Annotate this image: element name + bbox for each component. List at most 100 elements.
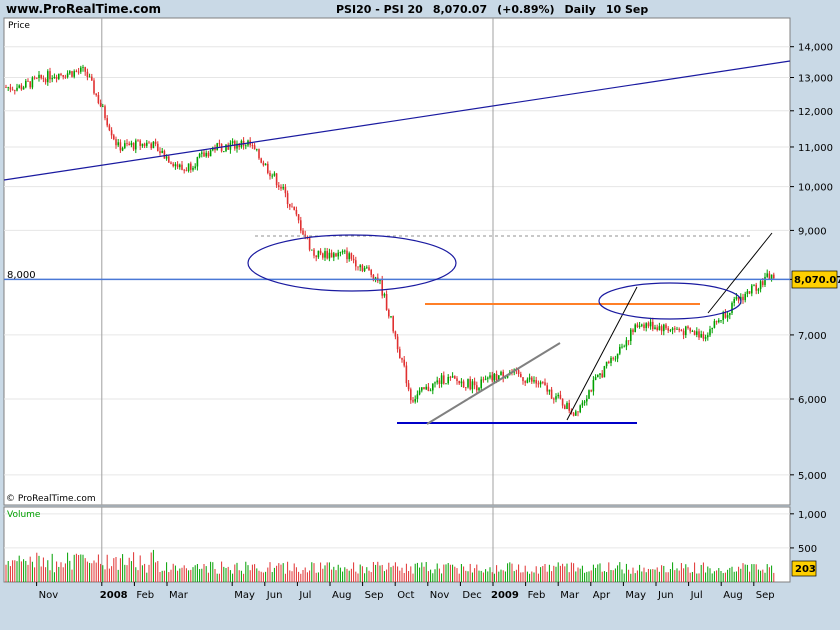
candle-body <box>80 67 82 72</box>
candle-body <box>357 266 359 268</box>
candle-body <box>590 390 592 392</box>
candle-body <box>36 77 38 79</box>
candle-body <box>504 377 507 379</box>
candle-body <box>581 402 584 406</box>
candle-body <box>762 281 764 285</box>
candle-body <box>597 375 599 378</box>
candle-body <box>480 379 482 389</box>
candle-body <box>313 249 315 256</box>
candle-body <box>159 151 161 154</box>
candle-body <box>231 141 234 144</box>
candle-body <box>484 378 487 380</box>
candle-body <box>410 389 412 401</box>
candle-body <box>9 87 12 90</box>
candle-body <box>326 251 328 259</box>
candle-body <box>185 170 188 172</box>
time-tick-label: Nov <box>430 590 450 601</box>
candle-body <box>163 150 166 159</box>
candle-body <box>766 273 768 277</box>
candle-body <box>282 187 284 189</box>
candle-body <box>361 265 364 271</box>
candle-body <box>130 142 133 146</box>
candle-body <box>225 144 227 152</box>
candle-body <box>674 328 676 330</box>
candle-body <box>722 312 724 321</box>
candle-body <box>627 340 630 342</box>
candle-body <box>546 385 548 392</box>
candle-body <box>139 140 141 146</box>
candle-body <box>322 253 324 258</box>
candle-body <box>577 411 579 413</box>
candle-body <box>702 334 705 339</box>
candle-body <box>58 73 60 79</box>
candle-body <box>482 379 485 381</box>
candle-body <box>75 71 78 72</box>
price-tick-label: 9,000 <box>798 226 827 237</box>
candle-body <box>583 401 586 403</box>
candle-body <box>440 375 443 384</box>
candle-body <box>759 281 762 290</box>
trend-arrow-line <box>707 232 773 314</box>
candle-body <box>656 327 658 330</box>
candle-body <box>209 150 212 157</box>
candle-body <box>707 335 709 338</box>
candle-body <box>121 147 124 151</box>
candle-body <box>152 141 155 149</box>
candle-body <box>264 163 267 166</box>
candle-body <box>700 334 702 338</box>
candle-body <box>489 375 491 378</box>
candle-body <box>363 267 366 271</box>
candle-body <box>227 144 229 150</box>
candle-body <box>748 291 751 294</box>
candle-body <box>696 331 698 335</box>
candle-body <box>207 152 210 157</box>
candle-body <box>73 71 75 77</box>
candle-body <box>599 373 601 376</box>
candle-body <box>500 371 502 376</box>
time-tick-label: Dec <box>462 590 481 601</box>
time-tick-label: 2009 <box>491 590 519 601</box>
candle-body <box>337 252 339 257</box>
candle-body <box>414 398 416 402</box>
candle-body <box>685 326 687 336</box>
candle-body <box>436 380 438 383</box>
candle-body <box>289 204 291 207</box>
candle-body <box>506 374 509 378</box>
candle-body <box>632 329 634 333</box>
candle-body <box>18 85 20 88</box>
candle-body <box>223 151 225 152</box>
candle-body <box>555 396 557 400</box>
candle-body <box>181 164 183 170</box>
candle-body <box>60 73 62 76</box>
candle-body <box>113 135 115 140</box>
candle-body <box>713 321 716 328</box>
time-tick-label: Feb <box>136 590 154 601</box>
candle-body <box>575 411 577 416</box>
candle-body <box>295 209 298 215</box>
price-tick-label: 6,000 <box>798 395 827 406</box>
price-panel-label: Price <box>8 21 30 31</box>
consolidation-ellipse <box>598 282 742 320</box>
candle-body <box>614 358 617 360</box>
candle-body <box>84 67 86 72</box>
candle-body <box>407 383 410 390</box>
candle-body <box>245 145 247 147</box>
site-name[interactable]: www.ProRealTime.com <box>6 2 161 16</box>
candle-body <box>350 253 353 259</box>
candle-body <box>194 166 196 168</box>
candle-body <box>44 79 47 83</box>
candle-body <box>660 326 663 332</box>
candle-body <box>456 378 458 382</box>
candle-body <box>370 269 372 275</box>
candle-body <box>346 250 348 260</box>
candle-body <box>469 379 471 390</box>
candle-body <box>172 163 174 167</box>
candle-body <box>755 284 757 291</box>
candle-body <box>91 76 93 81</box>
candle-body <box>11 89 14 91</box>
candle-body <box>143 143 146 146</box>
trend-arrow-line <box>566 286 638 421</box>
candle-body <box>385 294 388 310</box>
candle-body <box>196 157 199 167</box>
candle-body <box>218 143 221 145</box>
